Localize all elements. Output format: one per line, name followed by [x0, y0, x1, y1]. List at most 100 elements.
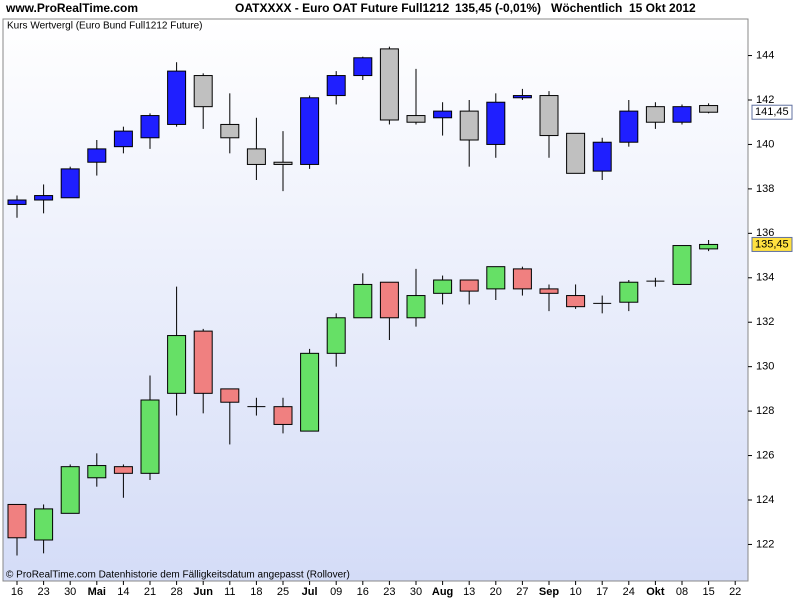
- candle-body: [60, 466, 80, 514]
- candle-body: [246, 148, 266, 165]
- candle-body: [433, 279, 453, 294]
- x-tick-label: 27: [516, 586, 528, 598]
- x-tick-label: Mai: [88, 586, 106, 598]
- candle-body: [486, 266, 506, 290]
- candle-body: [7, 199, 27, 205]
- chart-title: OATXXXX - Euro OAT Future Full1212: [235, 1, 450, 15]
- candle-body: [459, 279, 479, 292]
- candle-body: [539, 288, 559, 294]
- candle-body: [7, 503, 27, 539]
- candle-body: [619, 281, 639, 303]
- site: www.ProRealTime.com: [5, 1, 138, 15]
- y-tick-label: 122: [756, 538, 774, 550]
- subtitle: Kurs Wertvergl (Euro Bund Full1212 Futur…: [7, 21, 202, 32]
- candle-body: [113, 130, 133, 148]
- x-tick-label: 16: [357, 586, 369, 598]
- candle-body: [619, 110, 639, 143]
- candle-body: [672, 106, 692, 123]
- x-tick-label: 30: [410, 586, 422, 598]
- y-tick-label: 128: [756, 405, 774, 417]
- candle-body: [459, 110, 479, 141]
- x-tick-label: 15: [702, 586, 714, 598]
- x-tick-label: 30: [64, 586, 76, 598]
- y-tick-label: 130: [756, 361, 774, 373]
- y-tick-label: 136: [756, 227, 774, 239]
- x-tick-label: 20: [490, 586, 502, 598]
- x-tick-label: 21: [144, 586, 156, 598]
- y-tick-label: 138: [756, 183, 774, 195]
- footer: © ProRealTime.com Datenhistorie dem Fäll…: [6, 570, 350, 581]
- x-tick-label: 25: [277, 586, 289, 598]
- y-tick-label: 124: [756, 494, 774, 506]
- candle-body: [539, 95, 559, 137]
- x-tick-label: 28: [170, 586, 182, 598]
- x-tick-label: 13: [463, 586, 475, 598]
- x-tick-label: Jul: [302, 586, 318, 598]
- x-tick-label: 14: [117, 586, 129, 598]
- x-tick-label: 18: [250, 586, 262, 598]
- candle-body: [699, 105, 719, 113]
- period: Wöchentlich 15 Okt 2012: [551, 1, 696, 15]
- candle-body: [220, 388, 240, 403]
- candle-body: [60, 168, 80, 199]
- x-tick-label: Jun: [193, 586, 213, 598]
- candle-body: [300, 352, 320, 432]
- x-tick-label: 10: [569, 586, 581, 598]
- candle-body: [193, 330, 213, 394]
- y-tick-label: 132: [756, 316, 774, 328]
- x-tick-label: 09: [330, 586, 342, 598]
- candle-body: [193, 75, 213, 108]
- candle-body: [300, 97, 320, 165]
- last-change: 135,45 (-0,01%): [455, 1, 541, 15]
- candle-body: [406, 115, 426, 123]
- x-tick-label: 23: [383, 586, 395, 598]
- x-tick-label: 22: [729, 586, 741, 598]
- candle-body: [273, 161, 293, 165]
- last-value-box: [751, 236, 793, 252]
- candle-body: [220, 123, 240, 139]
- candle-body: [167, 335, 187, 394]
- x-tick-label: Okt: [646, 586, 665, 598]
- y-tick-label: 144: [756, 49, 774, 61]
- candle-body: [140, 399, 160, 474]
- x-tick-label: Sep: [539, 586, 559, 598]
- candle-body: [566, 132, 586, 174]
- candle-body: [699, 243, 719, 250]
- candle-body: [486, 101, 506, 145]
- x-tick-label: 23: [37, 586, 49, 598]
- x-tick-label: 08: [676, 586, 688, 598]
- candle-body: [87, 148, 107, 163]
- x-tick-label: 17: [596, 586, 608, 598]
- candle-body: [645, 106, 665, 123]
- candle-body: [34, 508, 54, 541]
- candle-body: [326, 75, 346, 97]
- candle-body: [512, 268, 532, 290]
- y-tick-label: 134: [756, 272, 774, 284]
- candle-body: [140, 115, 160, 139]
- x-tick-label: 11: [224, 586, 235, 598]
- last-value-box: [751, 104, 793, 120]
- y-tick-label: 140: [756, 138, 774, 150]
- y-tick-label: 126: [756, 449, 774, 461]
- candle-body: [113, 466, 133, 474]
- candle-body: [379, 48, 399, 121]
- x-tick-label: 24: [623, 586, 635, 598]
- candle-body: [406, 295, 426, 319]
- last-value-label: 141,45: [755, 106, 789, 118]
- candle-body: [433, 110, 453, 119]
- candle-body: [353, 57, 373, 77]
- candle-body: [273, 406, 293, 425]
- candle-body: [326, 317, 346, 354]
- candle-body: [353, 283, 373, 319]
- candle-body: [167, 70, 187, 125]
- x-tick-label: 16: [11, 586, 23, 598]
- candle-body: [87, 465, 107, 479]
- candle-body: [672, 245, 692, 285]
- y-tick-label: 142: [756, 94, 774, 106]
- candle-body: [34, 195, 54, 201]
- candle-body: [379, 281, 399, 319]
- last-value-label: 135,45: [755, 238, 789, 250]
- candle-body: [566, 295, 586, 308]
